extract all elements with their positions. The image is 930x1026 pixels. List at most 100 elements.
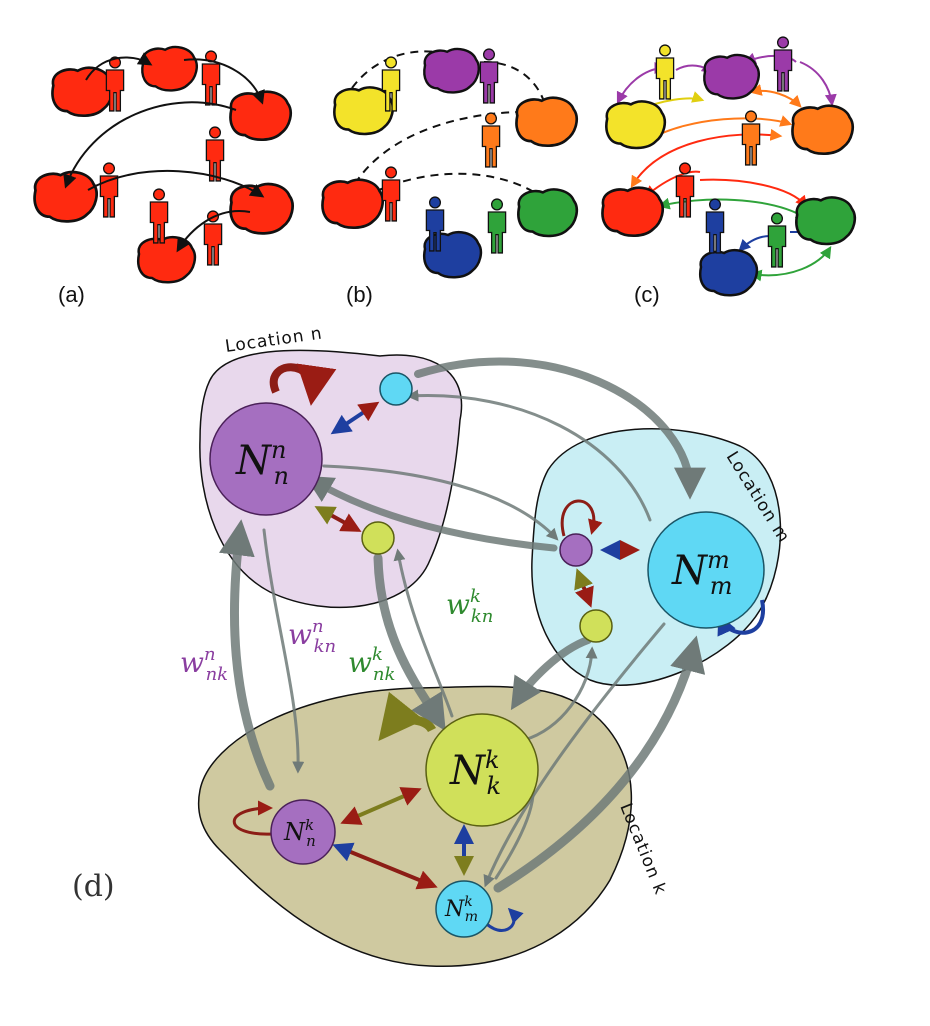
location-blob bbox=[515, 96, 579, 148]
node-Nmk bbox=[435, 880, 493, 938]
label-sub: nk bbox=[373, 664, 396, 685]
label-base: N bbox=[283, 818, 306, 846]
person-icon bbox=[487, 198, 507, 254]
trajectory-arrow bbox=[176, 210, 251, 253]
small-node-lime bbox=[361, 521, 395, 555]
panel-label-d: (d) bbox=[72, 869, 115, 904]
node-Nkk-label: Nk k bbox=[449, 746, 501, 800]
person-icon bbox=[705, 198, 725, 254]
label-base: N bbox=[671, 548, 709, 594]
panel-b: (b) bbox=[321, 47, 579, 307]
label-base: N bbox=[449, 748, 487, 794]
trajectory-arrow bbox=[63, 101, 237, 189]
flow-arrow bbox=[493, 635, 706, 893]
location-blob bbox=[601, 186, 665, 238]
label-sub: k bbox=[487, 772, 502, 800]
flow-arrow bbox=[749, 84, 802, 108]
label-base: N bbox=[444, 897, 465, 922]
location-blob bbox=[33, 170, 98, 223]
person-icon bbox=[655, 44, 675, 100]
flow-arrow bbox=[406, 389, 652, 522]
self-loop-arrow bbox=[232, 800, 273, 836]
label-sub: n bbox=[306, 832, 316, 850]
node-Nnk-label: Nk n bbox=[283, 816, 316, 850]
location-blob bbox=[321, 178, 385, 230]
small-node-cyan bbox=[379, 372, 413, 406]
bidirectional-link bbox=[340, 787, 422, 825]
node-Nkk bbox=[425, 713, 539, 827]
label-sup: k bbox=[470, 586, 481, 607]
label-base: w bbox=[446, 588, 470, 621]
self-loop-arrow bbox=[560, 499, 603, 537]
node-Nnn-label: Nn n bbox=[235, 436, 289, 490]
bidirectional-link bbox=[330, 401, 380, 435]
flow-arrow bbox=[749, 245, 832, 282]
label-base: w bbox=[348, 646, 372, 679]
location-blob bbox=[517, 188, 579, 238]
label-base: w bbox=[288, 618, 312, 651]
location-blob bbox=[605, 100, 667, 150]
flow-arrow bbox=[799, 61, 837, 107]
panel-label-c: (c) bbox=[634, 282, 660, 307]
label-sup: k bbox=[372, 644, 383, 665]
flow-arrow bbox=[510, 636, 592, 711]
weight-w-kn-k: wk kn bbox=[446, 586, 493, 627]
small-node-purple bbox=[559, 533, 593, 567]
location-blob bbox=[51, 66, 115, 118]
label-sub: m bbox=[710, 572, 733, 600]
weight-w-kn-n: wn kn bbox=[288, 616, 336, 657]
trajectory-arrow bbox=[183, 58, 265, 105]
node-Nmk-label: Nk m bbox=[444, 894, 478, 925]
panel-c: (c) bbox=[601, 36, 857, 307]
label-base: N bbox=[235, 438, 273, 484]
panel-d: Location n Location m Location k bbox=[72, 323, 794, 967]
label-sub: m bbox=[465, 909, 478, 925]
bidirectional-link bbox=[314, 506, 362, 532]
person-icon bbox=[381, 166, 401, 222]
flow-arrow bbox=[738, 235, 771, 252]
weight-w-nk-n: wn nk bbox=[180, 644, 228, 685]
flow-arrow bbox=[304, 475, 558, 552]
trajectory-arrow bbox=[87, 169, 265, 198]
panel-label-a: (a) bbox=[58, 282, 85, 307]
flow-arrow bbox=[219, 519, 275, 791]
label-sup: n bbox=[312, 616, 324, 637]
label-sup: k bbox=[464, 894, 472, 910]
person-icon bbox=[149, 188, 169, 244]
node-Nnk bbox=[270, 799, 336, 865]
self-loop-arrow bbox=[378, 691, 437, 742]
flow-arrow bbox=[262, 528, 305, 774]
person-icon bbox=[99, 162, 119, 218]
person-icon bbox=[105, 56, 125, 112]
label-sub: n bbox=[273, 462, 288, 490]
panel-label-b: (b) bbox=[346, 282, 373, 307]
small-node-lime bbox=[579, 609, 613, 643]
node-Nmm-label: Nm m bbox=[671, 546, 733, 600]
person-icon bbox=[203, 210, 223, 266]
label-sub: kn bbox=[471, 606, 494, 627]
person-icon bbox=[773, 36, 793, 92]
label-sup: k bbox=[485, 746, 500, 774]
label-sup: n bbox=[271, 436, 286, 464]
flow-arrow bbox=[322, 464, 559, 541]
self-loop-arrow bbox=[269, 363, 337, 406]
bidirectional-link bbox=[332, 842, 438, 890]
label-sub: nk bbox=[206, 664, 229, 685]
person-icon bbox=[479, 48, 499, 104]
person-icon bbox=[767, 212, 787, 268]
location-blob bbox=[141, 45, 198, 92]
flow-arrow bbox=[414, 357, 706, 500]
person-icon bbox=[481, 112, 501, 168]
location-blob bbox=[136, 235, 197, 284]
flow-arrow bbox=[393, 548, 454, 718]
flow-arrow bbox=[657, 197, 809, 220]
flow-arrow bbox=[522, 646, 598, 742]
location-blob bbox=[423, 47, 480, 94]
flow-arrow bbox=[483, 622, 666, 888]
weight-w-nk-k: wk nk bbox=[348, 644, 395, 685]
bidirectional-link bbox=[574, 568, 594, 608]
trajectory-arrow bbox=[85, 52, 153, 81]
location-blob bbox=[698, 248, 759, 297]
location-blob bbox=[703, 53, 760, 100]
